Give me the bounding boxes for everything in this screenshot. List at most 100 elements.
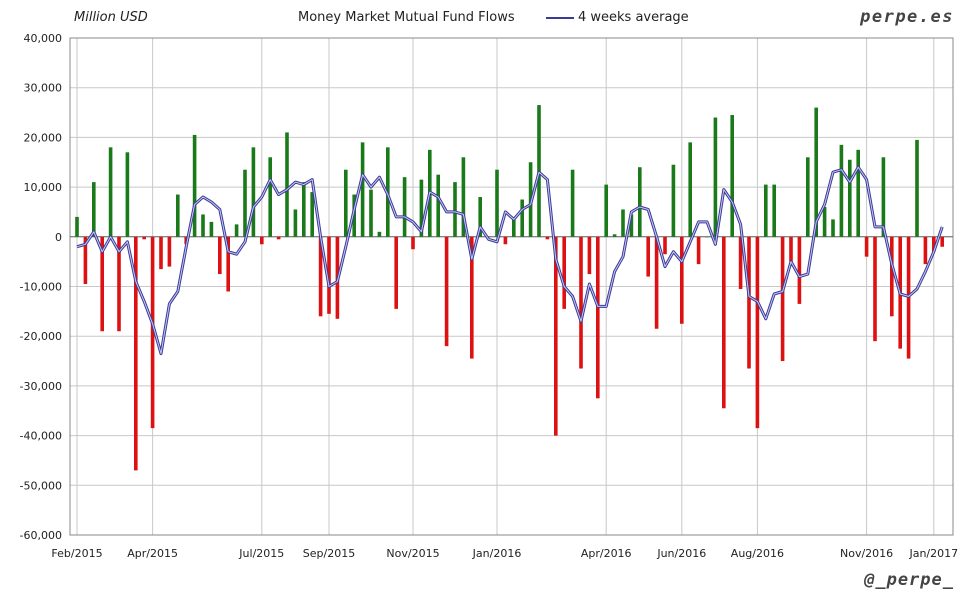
flow-bar <box>680 236 684 324</box>
y-tick-label: -40,000 <box>20 430 62 443</box>
flow-bar <box>705 236 709 238</box>
flow-bar <box>822 206 827 237</box>
flow-bar <box>512 219 516 237</box>
flow-bar <box>730 115 734 237</box>
flow-bar <box>755 236 760 429</box>
x-tick-label: Nov/2016 <box>840 547 893 560</box>
y-axis-unit-label: Million USD <box>74 10 148 25</box>
flow-bar <box>629 214 634 237</box>
y-tick-label: -60,000 <box>20 529 62 542</box>
flow-bar <box>789 236 793 262</box>
flow-bar <box>604 184 608 237</box>
y-tick-label: -50,000 <box>20 479 62 492</box>
flow-bar <box>638 167 642 237</box>
flow-bar <box>612 234 617 237</box>
average-line <box>76 166 943 355</box>
flow-bar <box>890 236 894 317</box>
flow-bar <box>201 214 205 237</box>
x-tick-label: Jan/2017 <box>908 547 958 560</box>
flow-bar <box>940 236 944 247</box>
flow-bar <box>302 182 306 237</box>
author-handle: @_perpe_ <box>864 570 954 590</box>
flow-bar <box>562 236 566 309</box>
flow-bar <box>864 236 869 257</box>
flow-bar <box>251 147 256 237</box>
flow-bar <box>276 236 281 240</box>
flow-bar <box>554 236 558 436</box>
flow-bar <box>503 236 508 245</box>
flow-bar <box>747 236 751 369</box>
flow-bar <box>92 182 96 237</box>
flow-bar <box>327 236 331 314</box>
flow-bar <box>369 189 373 237</box>
flow-bar <box>100 236 104 332</box>
flow-bar <box>688 142 692 237</box>
flow-bar <box>125 152 130 237</box>
flow-bar <box>621 209 625 237</box>
flow-bar <box>234 224 239 237</box>
flow-bar <box>360 142 365 237</box>
flow-bar <box>915 139 919 237</box>
flow-bar <box>520 199 524 237</box>
flow-bar <box>243 169 247 237</box>
x-tick-label: Feb/2015 <box>51 547 102 560</box>
flow-bar <box>453 182 457 237</box>
flow-bar <box>176 194 180 237</box>
x-tick-label: Jun/2016 <box>656 547 706 560</box>
flow-bar <box>596 236 600 399</box>
flow-bar <box>722 236 726 409</box>
flow-bar <box>394 236 398 309</box>
flow-bar <box>419 179 424 237</box>
flow-bar <box>285 132 289 237</box>
flow-bar <box>108 147 113 237</box>
flow-bar <box>268 157 272 237</box>
flow-bar <box>134 236 138 471</box>
y-tick-label: -10,000 <box>20 281 62 294</box>
flow-bar <box>293 209 298 237</box>
flow-bar <box>646 236 650 277</box>
flow-bar <box>713 117 718 237</box>
y-tick-label: 20,000 <box>24 131 63 144</box>
flow-bar <box>814 107 818 237</box>
flow-bar <box>209 221 214 237</box>
flow-bar <box>545 236 550 240</box>
flow-bar <box>579 236 583 369</box>
flow-bar <box>461 157 466 237</box>
legend-label: 4 weeks average <box>578 10 689 25</box>
x-tick-label: Apr/2016 <box>581 547 632 560</box>
flow-bar <box>772 184 776 237</box>
flow-bar <box>570 169 575 237</box>
flow-bar <box>495 169 499 237</box>
flow-bar <box>192 134 197 237</box>
flow-bar <box>167 236 172 267</box>
flow-bar <box>856 149 860 237</box>
legend-line-swatch <box>546 16 574 19</box>
flow-bar <box>260 236 264 245</box>
flow-bar <box>923 236 928 265</box>
x-tick-label: Aug/2016 <box>731 547 784 560</box>
y-tick-label: 0 <box>55 231 62 244</box>
flow-bar <box>318 236 323 317</box>
flow-bar <box>150 236 155 429</box>
flow-bar <box>478 197 482 237</box>
flow-bar <box>696 236 701 265</box>
flow-bar <box>587 236 592 275</box>
plot-frame <box>69 37 954 536</box>
y-tick-label: -20,000 <box>20 330 62 343</box>
flow-bar <box>436 174 440 237</box>
flow-bar <box>738 236 743 289</box>
flow-bar <box>671 164 676 237</box>
flow-bar <box>444 236 449 347</box>
flow-bar <box>117 236 121 332</box>
flow-bar <box>806 157 810 237</box>
flow-bar <box>932 236 936 252</box>
x-tick-label: Apr/2015 <box>127 547 178 560</box>
flow-bar <box>411 236 415 250</box>
brand-watermark: perpe.es <box>860 7 954 27</box>
y-tick-label: 10,000 <box>24 181 63 194</box>
flow-bar <box>654 236 659 329</box>
flow-bar <box>873 236 877 342</box>
flow-bar <box>839 144 844 237</box>
average-line-outline <box>76 165 944 356</box>
